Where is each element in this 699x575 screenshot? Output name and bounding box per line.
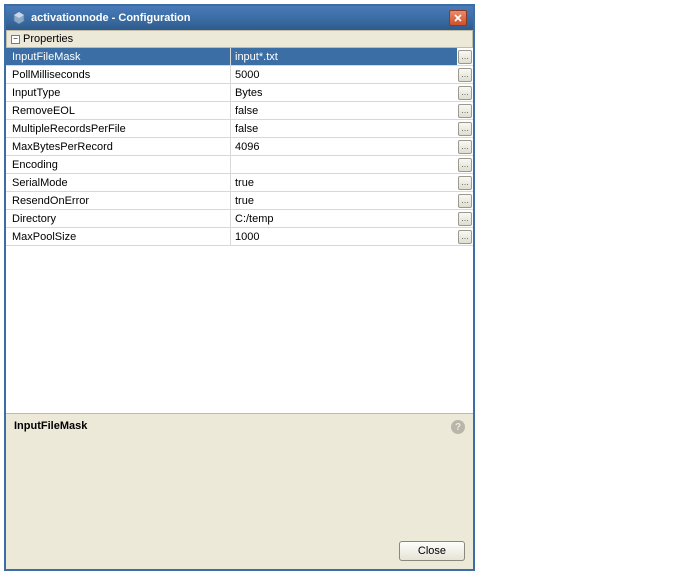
property-name[interactable]: MaxPoolSize — [6, 228, 231, 245]
ellipsis-icon[interactable]: … — [458, 122, 472, 136]
property-value[interactable]: false — [231, 102, 457, 119]
property-action: … — [457, 228, 473, 245]
ellipsis-icon[interactable]: … — [458, 104, 472, 118]
property-value[interactable]: true — [231, 192, 457, 209]
property-action: … — [457, 138, 473, 155]
property-value[interactable]: 4096 — [231, 138, 457, 155]
property-name[interactable]: RemoveEOL — [6, 102, 231, 119]
button-bar: Close — [6, 533, 473, 569]
property-row[interactable]: SerialModetrue… — [6, 174, 473, 192]
property-action: … — [457, 120, 473, 137]
property-row[interactable]: RemoveEOLfalse… — [6, 102, 473, 120]
ellipsis-icon[interactable]: … — [458, 140, 472, 154]
collapse-icon[interactable]: − — [11, 35, 20, 44]
section-title: Properties — [23, 33, 73, 45]
property-row[interactable]: InputTypeBytes… — [6, 84, 473, 102]
property-name[interactable]: Directory — [6, 210, 231, 227]
property-row[interactable]: InputFileMaskinput*.txt… — [6, 48, 473, 66]
ellipsis-icon[interactable]: … — [458, 158, 472, 172]
help-icon[interactable]: ? — [451, 420, 465, 434]
property-row[interactable]: Encoding … — [6, 156, 473, 174]
ellipsis-icon[interactable]: … — [458, 194, 472, 208]
property-row[interactable]: ResendOnErrortrue… — [6, 192, 473, 210]
property-action: … — [457, 102, 473, 119]
app-icon — [12, 11, 26, 25]
property-row[interactable]: MultipleRecordsPerFilefalse… — [6, 120, 473, 138]
property-action: … — [457, 156, 473, 173]
property-value[interactable]: Bytes — [231, 84, 457, 101]
property-action: … — [457, 174, 473, 191]
window-title: activationnode - Configuration — [31, 12, 191, 24]
property-action: … — [457, 66, 473, 83]
property-name[interactable]: PollMilliseconds — [6, 66, 231, 83]
property-value[interactable]: 1000 — [231, 228, 457, 245]
ellipsis-icon[interactable]: … — [458, 50, 472, 64]
property-value[interactable]: false — [231, 120, 457, 137]
help-panel: InputFileMask ? — [6, 413, 473, 533]
property-row[interactable]: MaxBytesPerRecord4096… — [6, 138, 473, 156]
ellipsis-icon[interactable]: … — [458, 86, 472, 100]
property-name[interactable]: MultipleRecordsPerFile — [6, 120, 231, 137]
help-title: InputFileMask — [14, 420, 465, 432]
property-name[interactable]: ResendOnError — [6, 192, 231, 209]
titlebar-left: activationnode - Configuration — [12, 11, 191, 25]
property-value[interactable]: C:/temp — [231, 210, 457, 227]
main-panel: − Properties InputFileMaskinput*.txt…Pol… — [6, 30, 473, 569]
property-action: … — [457, 210, 473, 227]
grid-empty-area — [6, 246, 473, 413]
titlebar[interactable]: activationnode - Configuration — [6, 6, 473, 30]
property-name[interactable]: SerialMode — [6, 174, 231, 191]
property-action: … — [457, 84, 473, 101]
property-name[interactable]: InputType — [6, 84, 231, 101]
config-window: activationnode - Configuration − Propert… — [4, 4, 475, 571]
ellipsis-icon[interactable]: … — [458, 68, 472, 82]
properties-header[interactable]: − Properties — [6, 30, 473, 48]
property-value[interactable]: input*.txt — [231, 48, 457, 65]
property-row[interactable]: PollMilliseconds5000… — [6, 66, 473, 84]
property-value[interactable]: 5000 — [231, 66, 457, 83]
property-value[interactable]: true — [231, 174, 457, 191]
property-row[interactable]: MaxPoolSize1000… — [6, 228, 473, 246]
property-name[interactable]: InputFileMask — [6, 48, 231, 65]
property-row[interactable]: DirectoryC:/temp… — [6, 210, 473, 228]
property-name[interactable]: MaxBytesPerRecord — [6, 138, 231, 155]
property-name[interactable]: Encoding — [6, 156, 231, 173]
close-button[interactable]: Close — [399, 541, 465, 561]
properties-grid: InputFileMaskinput*.txt…PollMilliseconds… — [6, 48, 473, 246]
property-action: … — [457, 192, 473, 209]
ellipsis-icon[interactable]: … — [458, 230, 472, 244]
ellipsis-icon[interactable]: … — [458, 176, 472, 190]
property-value[interactable] — [231, 156, 457, 173]
ellipsis-icon[interactable]: … — [458, 212, 472, 226]
property-action: … — [457, 48, 473, 65]
close-icon[interactable] — [449, 10, 467, 26]
